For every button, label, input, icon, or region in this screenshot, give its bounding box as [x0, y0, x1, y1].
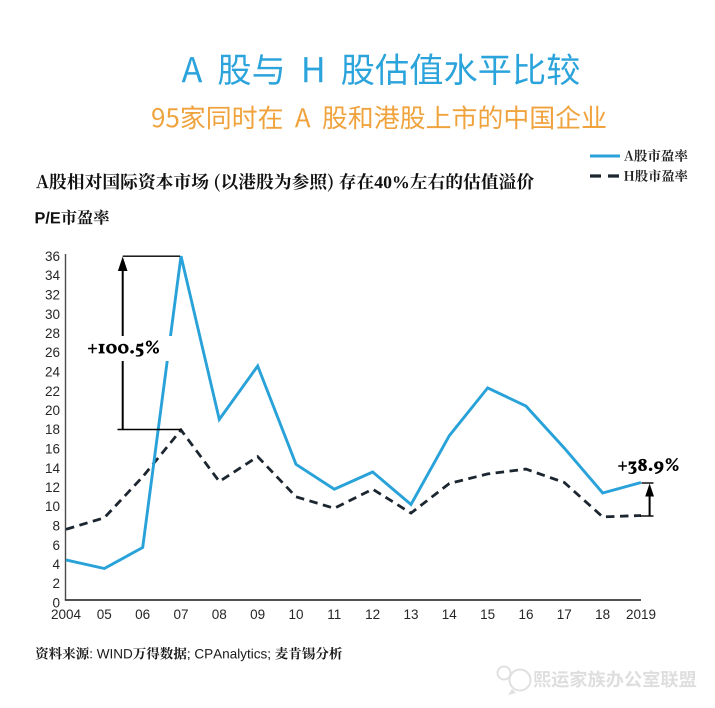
svg-text:11: 11 — [327, 607, 341, 622]
svg-text:4: 4 — [52, 557, 60, 572]
svg-text:24: 24 — [45, 365, 61, 380]
svg-text:18: 18 — [595, 607, 610, 622]
svg-text:14: 14 — [442, 607, 458, 622]
svg-text:32: 32 — [45, 288, 60, 303]
svg-text:09: 09 — [250, 607, 265, 622]
svg-text:2: 2 — [52, 576, 60, 591]
svg-text:10: 10 — [45, 499, 60, 514]
svg-text:30: 30 — [45, 307, 60, 322]
svg-text:16: 16 — [45, 442, 60, 457]
svg-text:15: 15 — [480, 607, 495, 622]
svg-text:10: 10 — [288, 607, 303, 622]
svg-text:08: 08 — [212, 607, 227, 622]
svg-text:8: 8 — [52, 519, 60, 534]
svg-text:36: 36 — [45, 249, 60, 264]
svg-text:05: 05 — [97, 607, 112, 622]
svg-text:26: 26 — [45, 345, 60, 360]
svg-text:06: 06 — [135, 607, 150, 622]
svg-text:0: 0 — [52, 596, 60, 611]
svg-text:12: 12 — [365, 607, 380, 622]
svg-text:17: 17 — [557, 607, 572, 622]
svg-text:14: 14 — [45, 461, 61, 476]
svg-text:34: 34 — [45, 268, 61, 283]
svg-text:12: 12 — [45, 480, 60, 495]
svg-text:18: 18 — [45, 422, 60, 437]
svg-text:22: 22 — [45, 384, 60, 399]
svg-text:2004: 2004 — [51, 607, 82, 622]
svg-text:16: 16 — [518, 607, 533, 622]
svg-text:2019: 2019 — [626, 607, 656, 622]
svg-text:13: 13 — [403, 607, 418, 622]
svg-text:28: 28 — [45, 326, 60, 341]
svg-text:07: 07 — [173, 607, 188, 622]
svg-text:6: 6 — [52, 538, 60, 553]
svg-text:20: 20 — [45, 403, 60, 418]
